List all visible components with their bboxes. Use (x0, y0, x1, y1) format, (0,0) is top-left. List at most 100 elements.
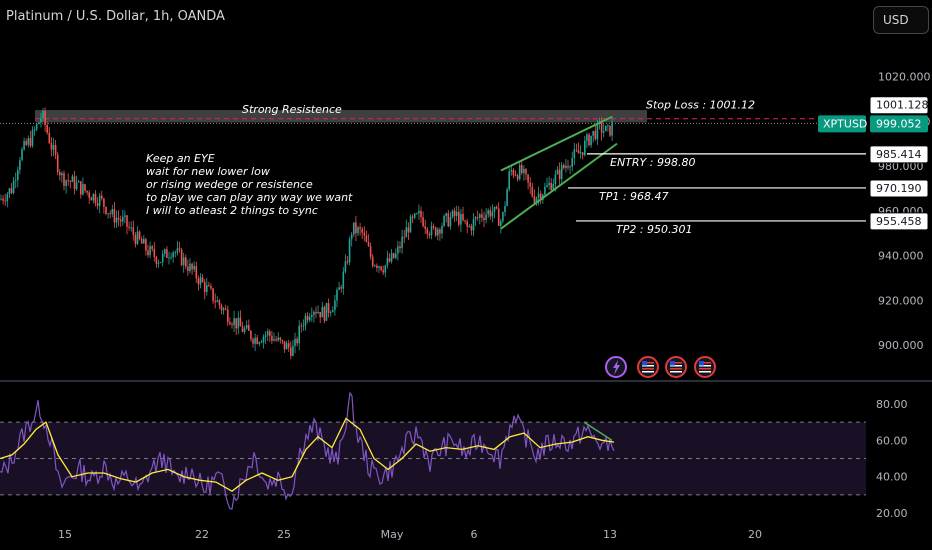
candle-body (521, 165, 523, 174)
candle-body (145, 239, 147, 251)
time-tick-label: May (381, 528, 404, 541)
price-axis-labels: 1001.128 XPTUSD 999.052 985.414 970.190 955.4… (818, 96, 929, 231)
symbol-tag (818, 115, 866, 133)
candle-body (308, 316, 311, 321)
candle-body (239, 317, 242, 327)
candle-body (428, 233, 431, 236)
candle-body (388, 258, 391, 262)
symbol-tag-text: XPTUSD (823, 117, 867, 130)
candle-body (227, 309, 229, 323)
candle-body (382, 270, 384, 273)
us-flag-event-icon[interactable] (665, 356, 687, 378)
candle-body (166, 249, 168, 258)
us-flag-event-icon[interactable] (694, 356, 716, 378)
candle-body (92, 193, 95, 201)
candle-body (380, 266, 382, 271)
candle-body (84, 184, 86, 191)
flag-stripe (670, 365, 682, 367)
rsi-tick-label: 60.00 (876, 434, 908, 447)
event-icon-ring (637, 356, 659, 378)
candle-body (453, 210, 456, 216)
candle-body (432, 226, 435, 228)
candle-body (285, 343, 288, 350)
flag-stripe (670, 371, 682, 373)
candle-body (4, 200, 6, 202)
level-label: Stop Loss : 1001.12 (646, 99, 755, 112)
candle-body (77, 181, 80, 183)
candle-body (508, 171, 510, 190)
candle-body (111, 209, 114, 214)
candle-body (445, 213, 447, 217)
resistance-zone[interactable] (35, 110, 647, 123)
candle-body (502, 212, 504, 222)
note-line: wait for new lower low (146, 165, 270, 178)
candle-body (395, 253, 397, 258)
price-level-tag (869, 96, 929, 115)
candle-body (437, 229, 439, 236)
candle-body (103, 198, 105, 207)
candle-body (19, 160, 21, 170)
candle-body (266, 331, 269, 336)
candle-body (8, 188, 11, 195)
candle-body (178, 248, 181, 250)
candle-body (210, 286, 212, 289)
rsi-pane[interactable] (0, 391, 866, 510)
candle-body (313, 311, 315, 316)
candle-body (124, 215, 126, 217)
flag-stripe (670, 362, 682, 364)
price-level-text: 970.190 (876, 182, 922, 195)
candle-body (397, 246, 399, 254)
analysis-note: Keep an EYE wait for new lower low or ri… (146, 152, 353, 217)
candle-body (565, 165, 567, 169)
candle-body (296, 338, 298, 344)
flag-canton (670, 361, 675, 366)
candle-body (302, 325, 305, 327)
candle-body (573, 149, 576, 159)
candle-body (571, 158, 573, 167)
last-price-tag (870, 115, 928, 133)
candle-body (164, 249, 166, 254)
us-flag-event-icon[interactable] (637, 356, 659, 378)
candle-body (0, 198, 2, 200)
candle-body (607, 125, 609, 127)
candle-body (560, 165, 563, 180)
candle-body (132, 227, 135, 235)
candle-body (269, 331, 271, 336)
candle-body (602, 131, 605, 133)
currency-button[interactable]: USD (873, 6, 929, 34)
candle-body (273, 339, 275, 341)
candle-body (344, 261, 347, 272)
candle-body (46, 125, 48, 133)
lightning-glyph (613, 360, 620, 375)
candle-body (539, 193, 542, 201)
candle-body (212, 288, 214, 302)
candle-body (441, 226, 443, 234)
candle-body (359, 227, 361, 230)
candle-body (472, 219, 475, 231)
candle-body (600, 122, 603, 133)
time-axis[interactable]: 15 22 25 May 6 13 20 (58, 528, 762, 541)
rising-wedge[interactable] (500, 115, 618, 230)
candle-body (122, 216, 124, 222)
price-level-tag (869, 212, 929, 231)
candle-body (476, 217, 479, 218)
rsi-axis[interactable]: 80.00 60.00 40.00 20.00 (876, 398, 908, 520)
candle-body (59, 172, 61, 176)
candle-body (216, 300, 219, 303)
candle-body (287, 343, 290, 348)
candle-body (90, 197, 93, 201)
price-pane[interactable]: Strong Resistence Stop Loss : 1001.12 ENT… (0, 99, 866, 378)
candle-body (54, 145, 57, 155)
time-tick-label: 20 (748, 528, 762, 541)
trade-levels[interactable]: Stop Loss : 1001.12 ENTRY : 998.80 TP1 : 9… (568, 99, 866, 236)
candle-body (98, 195, 101, 206)
candle-body (334, 300, 336, 311)
candle-body (548, 182, 550, 186)
candle-body (256, 337, 258, 344)
event-icons[interactable] (605, 356, 716, 378)
lightning-event-icon[interactable] (605, 356, 627, 378)
candle-body (147, 250, 149, 256)
candle-body (500, 221, 502, 226)
candle-body (577, 150, 580, 154)
